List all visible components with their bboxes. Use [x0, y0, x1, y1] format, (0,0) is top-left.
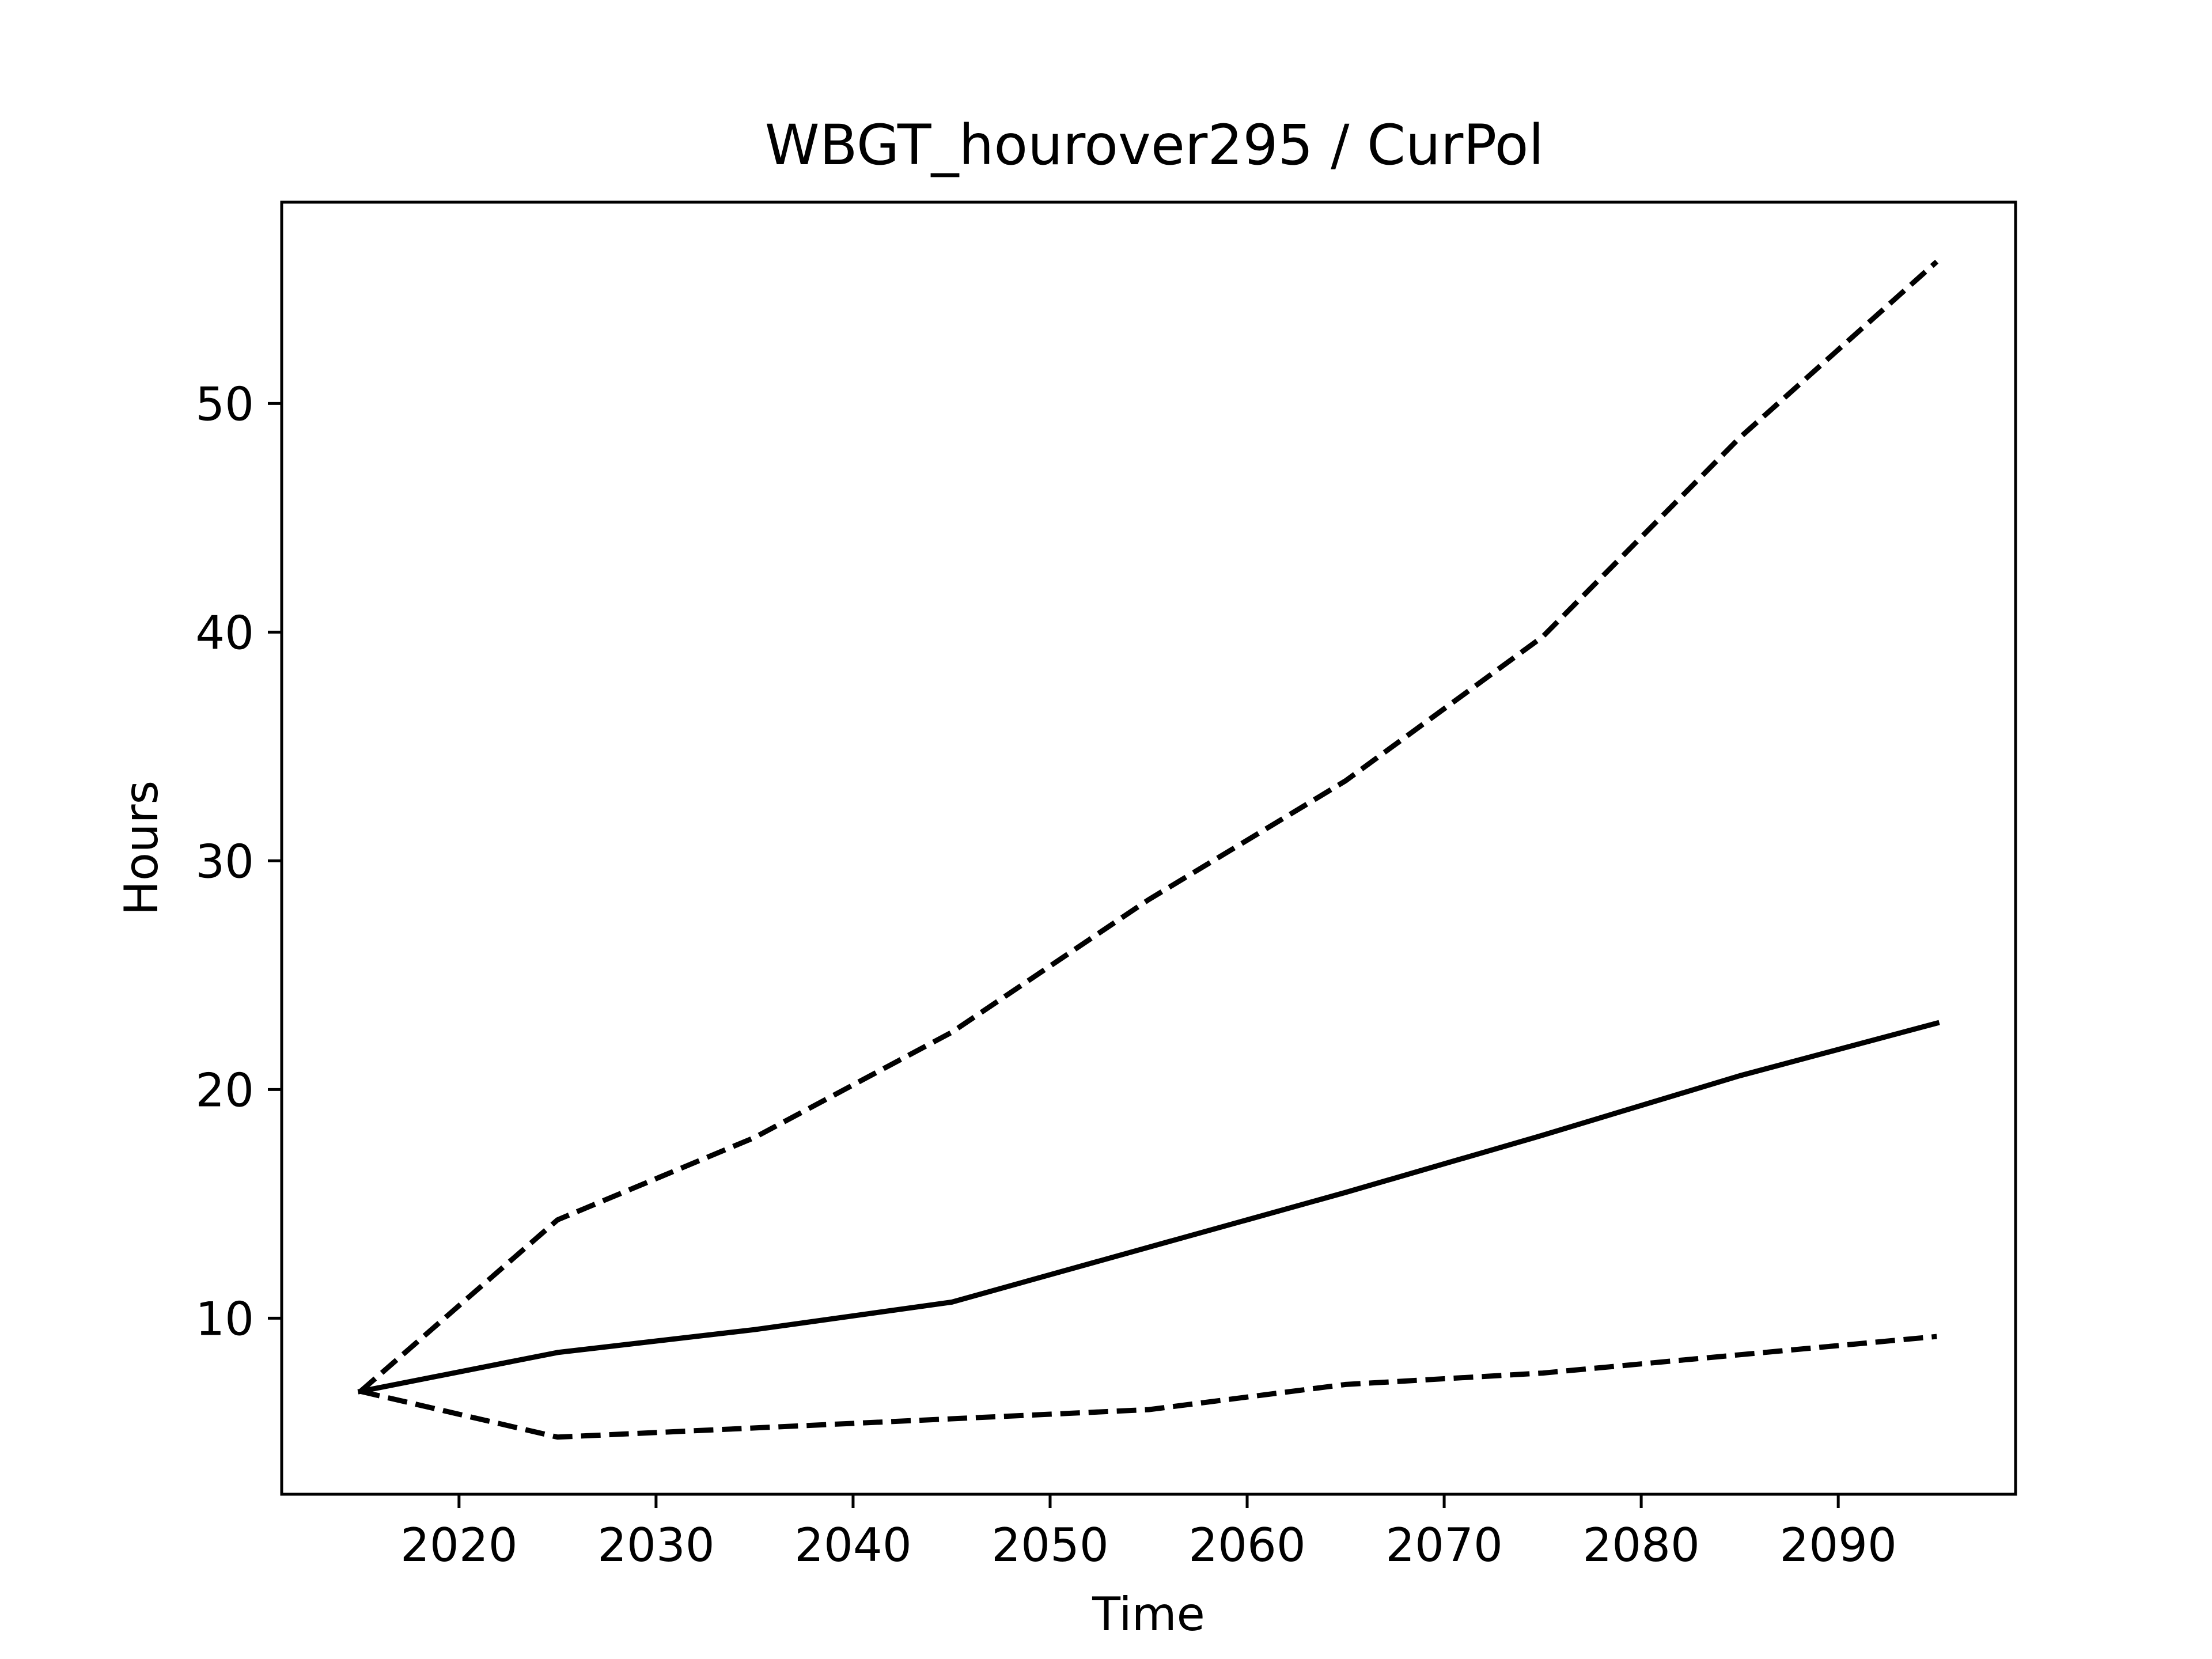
- series-line-1: [358, 259, 1939, 1393]
- x-tick-label: 2040: [794, 1518, 912, 1572]
- y-axis: 10 20 30 40 50: [195, 377, 282, 1346]
- y-tick-label: 50: [195, 377, 254, 431]
- series-line-3: [359, 1334, 1937, 1440]
- series-line-2: [357, 1020, 1940, 1395]
- x-axis: 2020 2030 2040 2050 2060 2070 2080 2090: [400, 1494, 1897, 1572]
- x-tick-label: 2020: [400, 1518, 518, 1572]
- y-tick-label: 20: [195, 1063, 254, 1117]
- y-tick-label: 10: [195, 1292, 254, 1346]
- plot-frame: [280, 200, 2017, 1496]
- chart-title: WBGT_hourover295 / CurPol: [765, 113, 1544, 177]
- x-axis-label: Time: [1092, 1588, 1205, 1641]
- y-axis-label: Hours: [115, 781, 168, 915]
- x-tick-label: 2060: [1188, 1518, 1306, 1572]
- x-tick-label: 2090: [1779, 1518, 1897, 1572]
- x-tick-label: 2080: [1582, 1518, 1700, 1572]
- x-tick-label: 2030: [597, 1518, 715, 1572]
- y-tick-label: 30: [195, 835, 254, 888]
- series-layer: [357, 259, 1940, 1440]
- x-tick-label: 2070: [1385, 1518, 1503, 1572]
- y-tick-label: 40: [195, 606, 254, 660]
- x-tick-label: 2050: [991, 1518, 1109, 1572]
